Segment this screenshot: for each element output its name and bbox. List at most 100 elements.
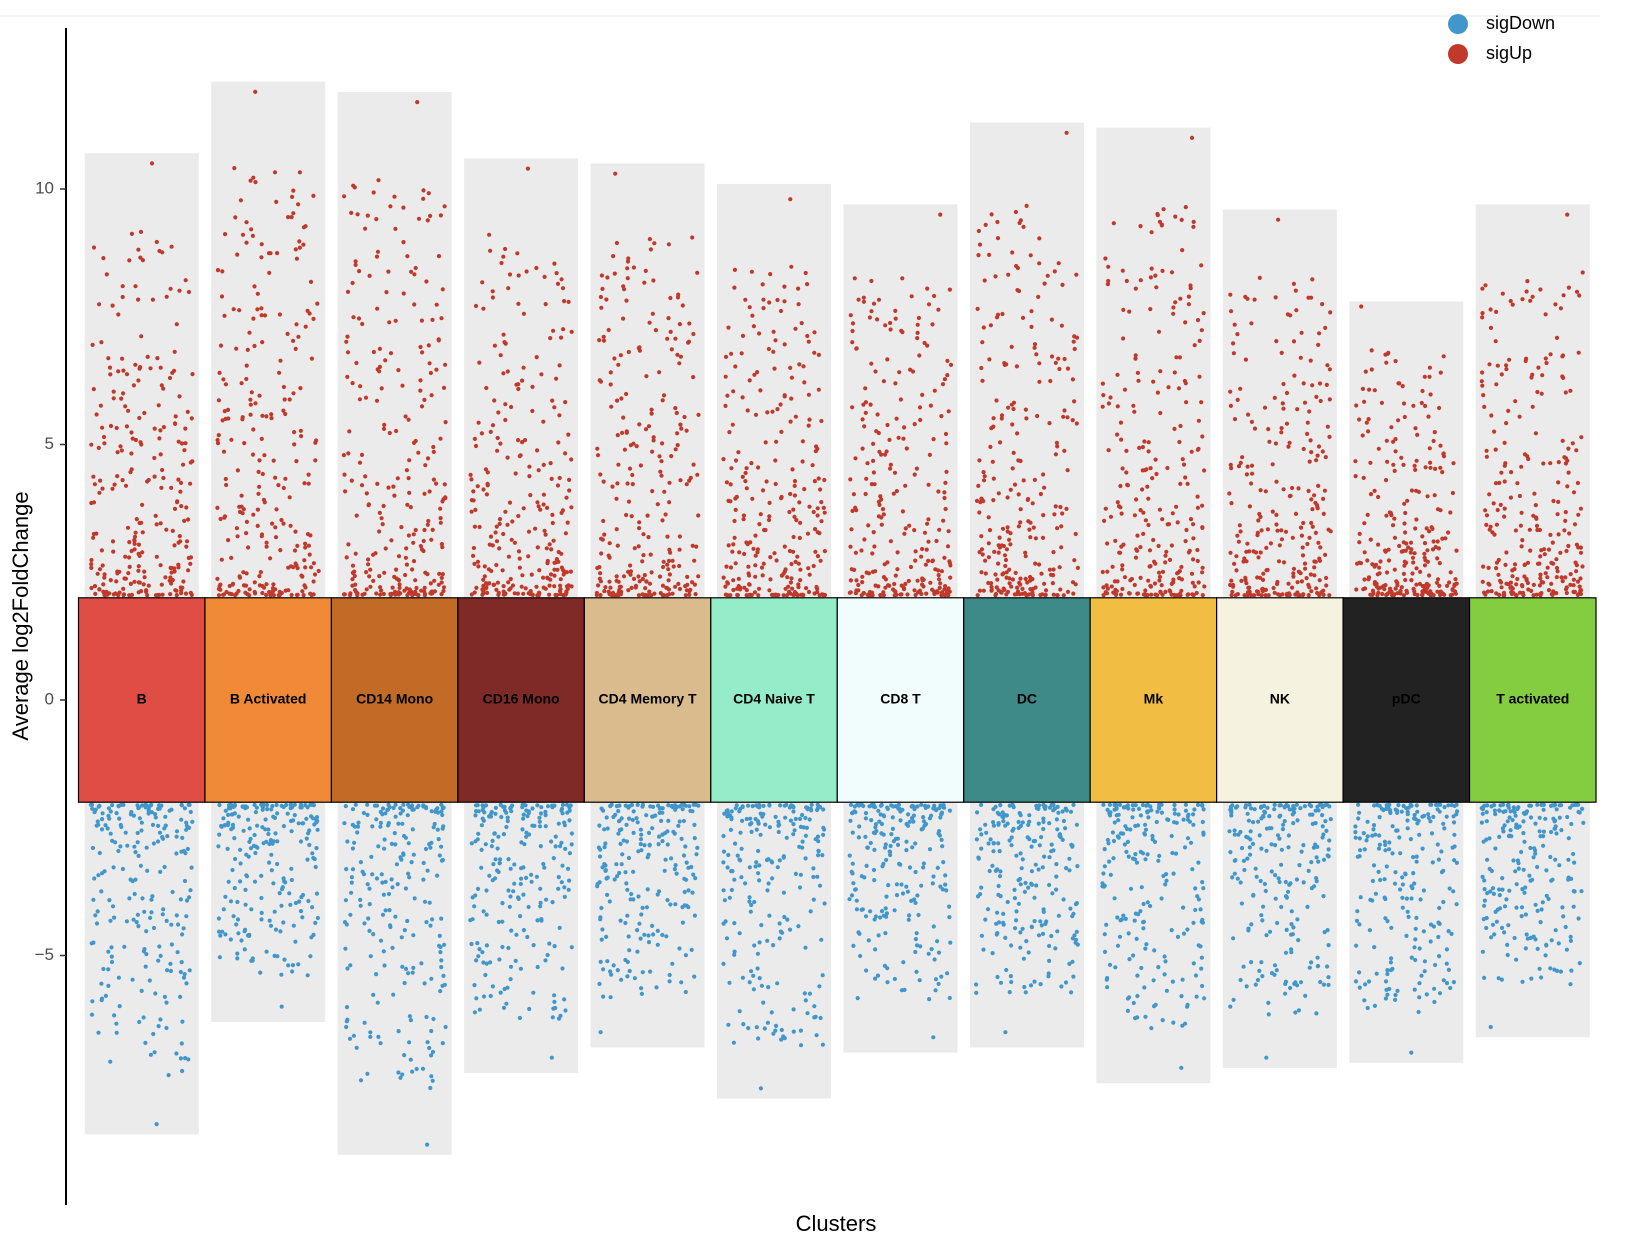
sigdown-point — [226, 812, 231, 818]
sigup-point — [730, 422, 735, 427]
sigdown-point — [252, 879, 258, 884]
sigdown-point — [538, 904, 543, 909]
sigup-point — [1038, 491, 1043, 497]
sigup-point — [188, 590, 193, 595]
sigdown-point — [692, 822, 697, 828]
sigup-point — [111, 592, 116, 597]
sigup-point — [559, 335, 564, 340]
sigup-point — [873, 369, 878, 374]
sigdown-point — [1157, 853, 1162, 859]
sigdown-point — [106, 813, 111, 819]
sigup-point — [1186, 550, 1191, 555]
sigup-point — [220, 269, 225, 274]
sigdown-point — [754, 1025, 759, 1030]
sigdown-point — [985, 907, 991, 912]
sigup-point — [733, 561, 738, 566]
sigup-point — [1362, 521, 1367, 526]
sigup-point — [1397, 543, 1402, 549]
sigup-point — [1149, 266, 1154, 271]
sigup-point — [1427, 446, 1432, 451]
sigdown-point — [850, 830, 855, 835]
sigdown-point — [473, 813, 478, 818]
sigdown-point — [229, 812, 234, 817]
sigup-point — [246, 545, 251, 550]
sigup-point — [503, 417, 508, 423]
sigup-point — [733, 507, 738, 512]
sigup-point — [393, 318, 398, 323]
sigdown-point — [1191, 961, 1196, 966]
sigup-point — [1298, 355, 1303, 360]
sigup-point — [642, 280, 647, 285]
sigup-point — [778, 308, 784, 314]
sigdown-point — [430, 917, 435, 922]
sigup-point — [89, 565, 94, 571]
sigdown-point — [1114, 806, 1119, 811]
sigdown-point — [1280, 827, 1285, 832]
sigup-point — [238, 198, 243, 203]
sigup-point — [168, 286, 173, 291]
sigup-point — [1246, 585, 1251, 591]
sigup-point — [275, 251, 280, 256]
sigup-point — [1016, 492, 1021, 497]
sigup-point — [416, 450, 421, 455]
sigdown-point — [1293, 1010, 1298, 1015]
sigup-point — [741, 517, 746, 522]
sigdown-point — [1011, 805, 1016, 810]
sigdown-point — [747, 980, 752, 985]
sigdown-point — [616, 809, 621, 814]
sigup-point — [1192, 343, 1197, 348]
sigdown-point — [902, 987, 907, 993]
sigdown-point — [275, 954, 280, 959]
sigup-point — [940, 592, 945, 597]
sigup-point — [915, 336, 920, 341]
sigdown-point — [660, 932, 665, 938]
sigdown-point — [527, 1006, 532, 1012]
sigup-point — [1411, 560, 1416, 565]
sigup-point — [789, 561, 794, 567]
sigup-point — [1062, 408, 1067, 413]
sigup-point — [1291, 566, 1297, 571]
sigdown-point — [1326, 847, 1331, 852]
sigdown-point — [518, 966, 524, 971]
sigup-point — [1149, 230, 1154, 235]
sigdown-point — [1233, 858, 1238, 863]
sigup-point — [1100, 381, 1105, 386]
sigup-point — [1104, 583, 1109, 588]
sigup-point — [378, 585, 383, 590]
sigdown-point — [401, 852, 406, 857]
sigdown-point — [186, 1057, 191, 1062]
sigdown-point — [1108, 810, 1113, 815]
sigup-point — [1324, 575, 1329, 581]
sigdown-point — [314, 846, 319, 851]
sigup-point — [666, 558, 672, 564]
sigdown-point — [541, 861, 546, 867]
sigup-point — [1435, 589, 1440, 594]
sigup-point — [384, 290, 389, 295]
sigup-point — [850, 405, 855, 410]
sigdown-point — [1126, 931, 1131, 936]
sigdown-point — [1185, 814, 1190, 819]
sigup-point — [690, 543, 695, 548]
sigup-point — [1238, 529, 1243, 534]
sigdown-point — [803, 833, 809, 838]
sigdown-point — [991, 841, 996, 846]
sigdown-point — [879, 909, 885, 914]
sigup-point — [422, 585, 427, 591]
sigdown-point — [894, 882, 900, 887]
sigup-point — [771, 349, 776, 354]
sigup-point — [112, 482, 117, 487]
sigup-point — [226, 416, 231, 421]
sigdown-point — [144, 929, 149, 934]
sigup-point — [1152, 559, 1157, 564]
sigup-point — [392, 493, 397, 498]
sigup-point — [476, 564, 481, 569]
sigdown-point — [721, 921, 726, 926]
sigup-point — [510, 583, 516, 588]
sigdown-point — [187, 968, 192, 973]
sigdown-point — [524, 834, 529, 839]
sigup-point — [767, 588, 772, 593]
sigdown-point — [166, 1073, 171, 1078]
sigup-point — [910, 369, 916, 374]
sigup-point — [311, 316, 316, 321]
sigup-point — [154, 522, 159, 527]
